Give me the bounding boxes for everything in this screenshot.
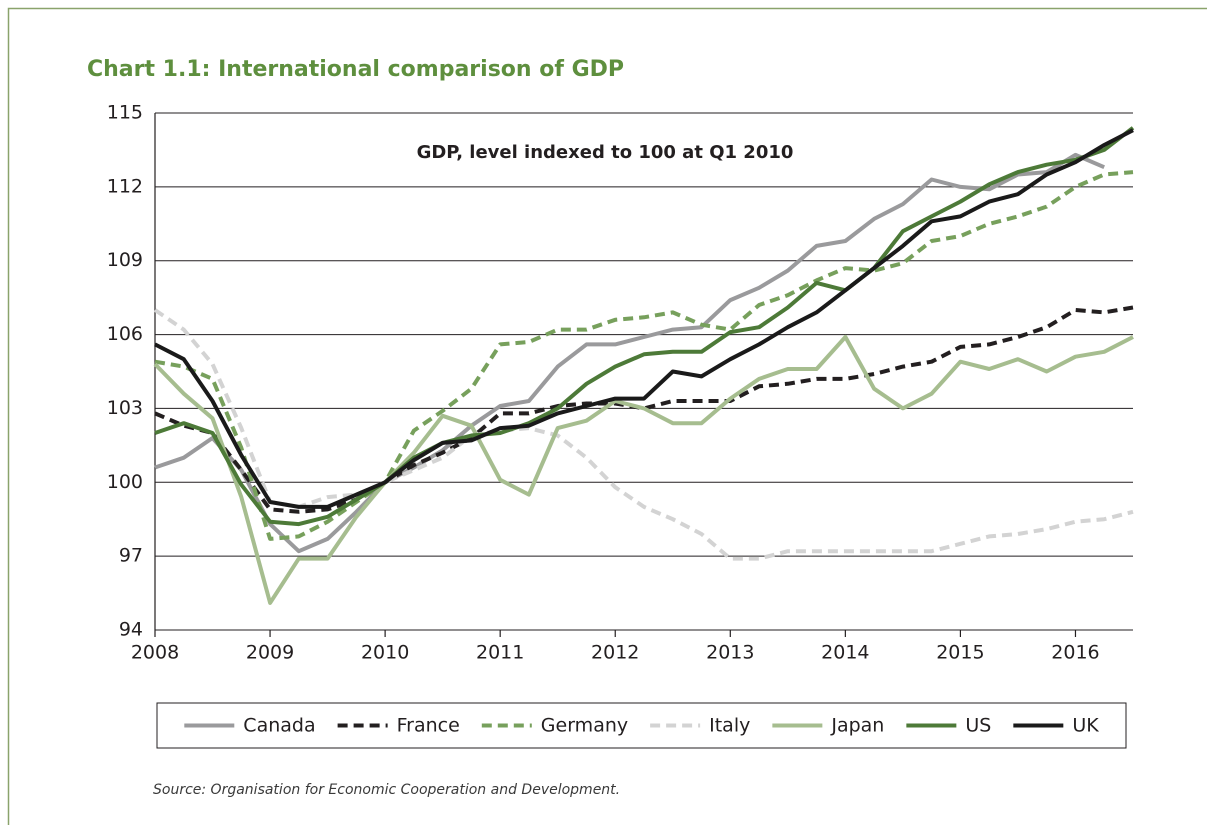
y-tick-label: 112 bbox=[107, 175, 143, 197]
series-line bbox=[154, 128, 1134, 509]
x-tick-label: 2010 bbox=[361, 642, 409, 664]
y-tick-label: 103 bbox=[107, 397, 143, 419]
frame bbox=[7, 7, 1207, 825]
legend-label: France bbox=[397, 715, 460, 737]
x-tick-label: 2013 bbox=[706, 642, 754, 664]
x-tick-label: 2009 bbox=[246, 642, 294, 664]
x-tick-label: 2015 bbox=[936, 642, 984, 664]
x-tick-label: 2011 bbox=[476, 642, 524, 664]
legend-label: Japan bbox=[830, 715, 884, 737]
y-tick-label: 100 bbox=[107, 471, 143, 493]
y-tick-label: 115 bbox=[107, 102, 143, 124]
x-tick-label: 2008 bbox=[131, 642, 179, 664]
legend-label: US bbox=[965, 715, 991, 737]
y-tick-label: 109 bbox=[107, 249, 143, 271]
chart-title: Chart 1.1: International comparison of G… bbox=[87, 57, 624, 82]
annotation: GDP, level indexed to 100 at Q1 2010 bbox=[417, 142, 794, 163]
series-line bbox=[154, 126, 1135, 527]
y-tick-label: 97 bbox=[119, 545, 143, 567]
x-tick-label: 2012 bbox=[591, 642, 639, 664]
legend-label: UK bbox=[1072, 715, 1099, 737]
legend-label: Canada bbox=[243, 715, 315, 737]
legend-label: Italy bbox=[709, 715, 750, 737]
legend-label: Germany bbox=[541, 715, 628, 737]
x-tick-label: 2016 bbox=[1051, 642, 1099, 664]
y-tick-label: 94 bbox=[119, 619, 143, 641]
source: Source: Organisation for Economic Cooper… bbox=[153, 782, 620, 798]
x-tick-label: 2014 bbox=[821, 642, 869, 664]
series-line bbox=[154, 170, 1134, 541]
series-line bbox=[153, 308, 1134, 561]
y-tick-label: 106 bbox=[107, 323, 143, 345]
series-line bbox=[153, 335, 1134, 605]
legend-box bbox=[156, 702, 1127, 749]
series-line bbox=[154, 152, 1105, 554]
